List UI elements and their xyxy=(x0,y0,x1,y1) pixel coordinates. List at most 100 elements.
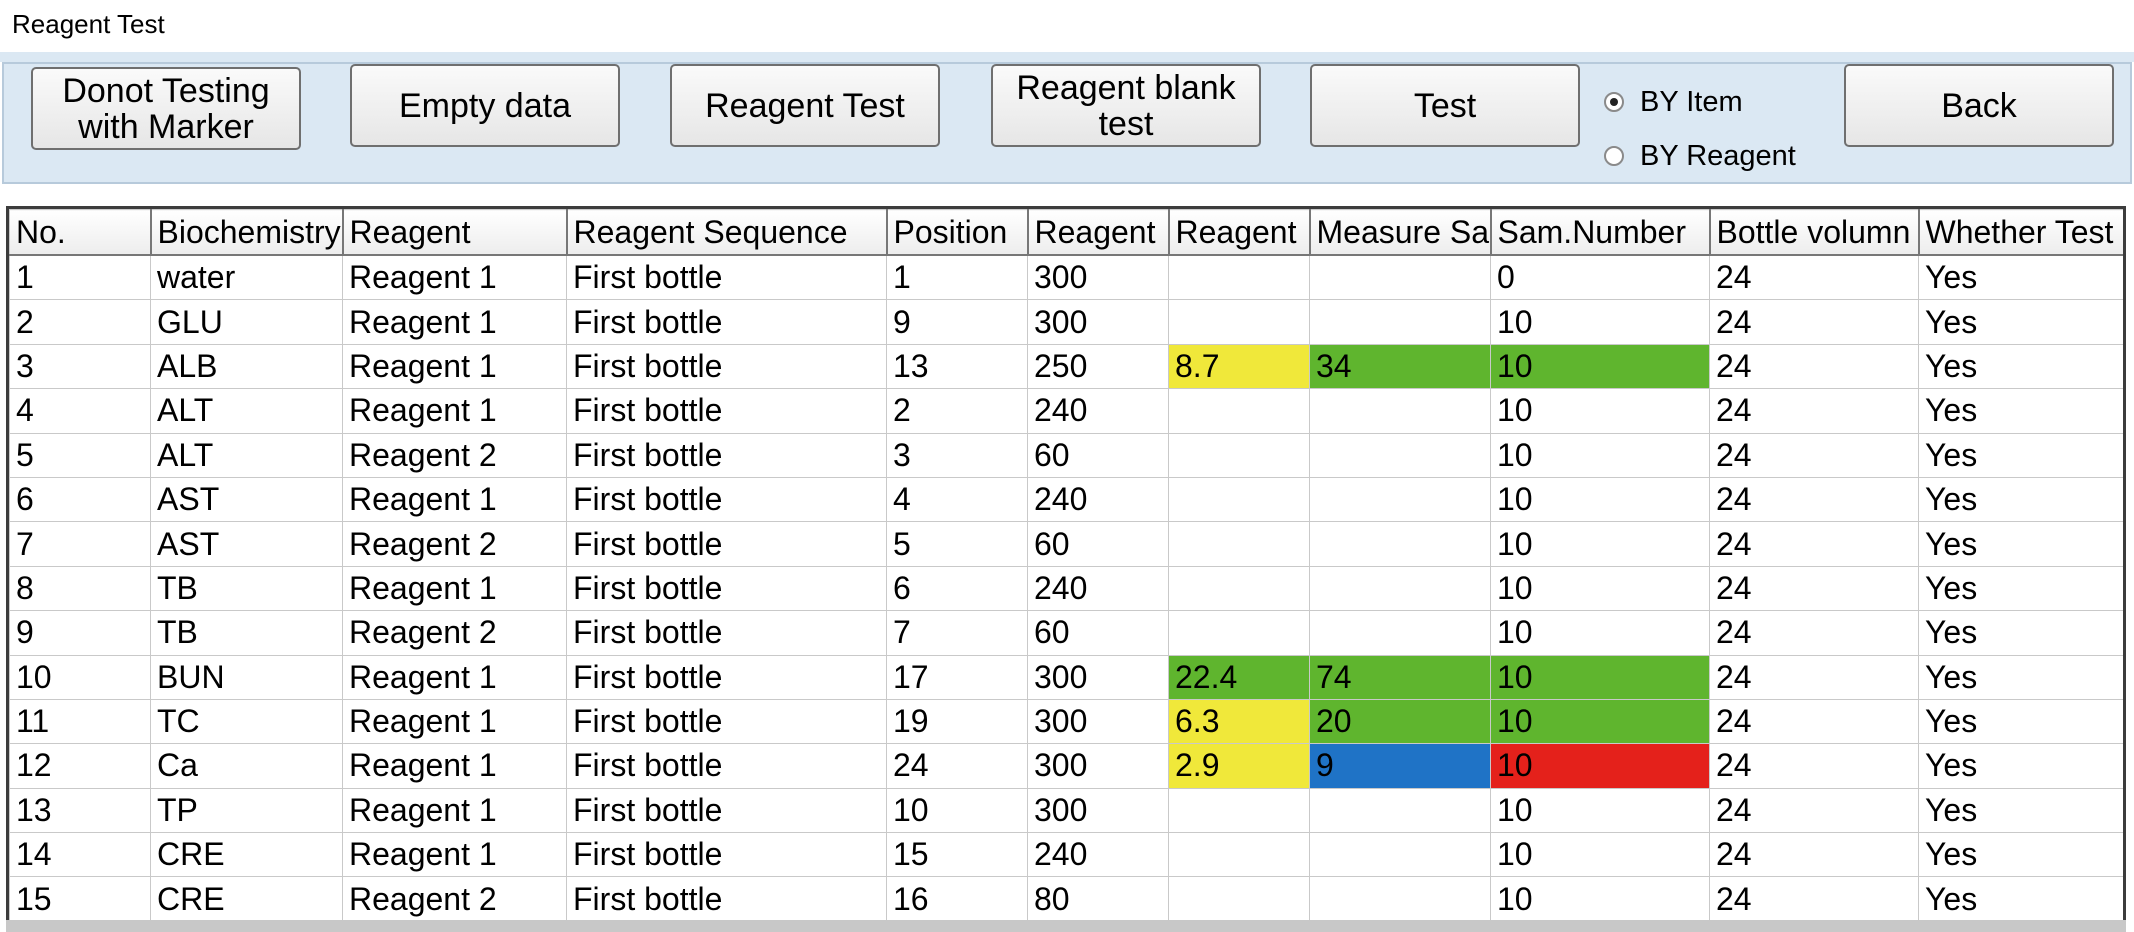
table-cell[interactable] xyxy=(1309,521,1491,567)
table-row[interactable]: 3 ALB Reagent 1 First bottle 13 250 8.7 34 10 24 Y… xyxy=(9,343,2123,390)
table-cell[interactable]: 300 xyxy=(1027,299,1169,345)
table-cell[interactable]: Yes xyxy=(1918,343,2123,390)
table-cell[interactable]: 10 xyxy=(886,787,1028,834)
table-cell[interactable] xyxy=(1168,388,1310,434)
column-header-reagent[interactable]: Reagent xyxy=(342,209,568,256)
table-cell[interactable]: Reagent 1 xyxy=(342,388,567,434)
table-cell[interactable]: Reagent 1 xyxy=(342,254,567,301)
table-cell[interactable]: First bottle xyxy=(566,432,887,478)
table-cell[interactable]: 2 xyxy=(9,299,151,345)
table-cell[interactable]: 6 xyxy=(9,476,151,523)
table-cell[interactable]: 5 xyxy=(9,432,151,478)
table-cell[interactable]: BUN xyxy=(150,654,343,700)
table-cell[interactable]: 10 xyxy=(1490,565,1710,612)
table-cell[interactable]: Yes xyxy=(1918,432,2123,478)
table-row[interactable]: 8 TB Reagent 1 First bottle 6 240 10 24 Yes xyxy=(9,565,2123,612)
table-cell[interactable]: 16 xyxy=(886,876,1028,922)
table-cell[interactable]: 10 xyxy=(1490,388,1710,434)
table-cell[interactable]: 24 xyxy=(1709,521,1919,567)
table-cell[interactable]: 8 xyxy=(9,565,151,612)
table-cell[interactable]: 300 xyxy=(1027,743,1169,789)
table-cell[interactable]: Reagent 1 xyxy=(342,698,567,745)
table-cell[interactable]: 0 xyxy=(1490,254,1710,301)
column-header-reagent-sequence[interactable]: Reagent Sequence xyxy=(566,209,888,256)
table-cell[interactable]: First bottle xyxy=(566,343,887,390)
table-cell[interactable]: 240 xyxy=(1027,476,1169,523)
table-cell[interactable]: 24 xyxy=(1709,787,1919,834)
table-cell[interactable]: 10 xyxy=(1490,343,1710,390)
table-cell[interactable]: AST xyxy=(150,521,343,567)
table-cell[interactable]: 13 xyxy=(9,787,151,834)
table-cell[interactable] xyxy=(1168,610,1310,656)
reagent-blank-test-button[interactable]: Reagent blank test xyxy=(991,64,1261,147)
table-cell[interactable]: Ca xyxy=(150,743,343,789)
table-cell[interactable]: Reagent 2 xyxy=(342,432,567,478)
reagent-grid[interactable]: No. Biochemistry Reagent Reagent Sequenc… xyxy=(6,206,2126,932)
table-cell[interactable]: 12 xyxy=(9,743,151,789)
table-cell[interactable]: Reagent 2 xyxy=(342,610,567,656)
table-cell[interactable]: Yes xyxy=(1918,787,2123,834)
column-header-bottle-volumn[interactable]: Bottle volumn xyxy=(1709,209,1920,256)
table-row[interactable]: 7 AST Reagent 2 First bottle 5 60 10 24 Yes xyxy=(9,521,2123,567)
table-cell[interactable]: 24 xyxy=(1709,343,1919,390)
table-cell[interactable]: ALT xyxy=(150,388,343,434)
table-cell[interactable]: 19 xyxy=(886,698,1028,745)
table-cell[interactable]: 24 xyxy=(1709,654,1919,700)
table-cell[interactable] xyxy=(1309,565,1491,612)
table-cell[interactable]: 34 xyxy=(1309,343,1491,390)
table-cell[interactable] xyxy=(1168,565,1310,612)
table-cell[interactable]: Yes xyxy=(1918,476,2123,523)
table-cell[interactable] xyxy=(1168,876,1310,922)
table-cell[interactable]: TP xyxy=(150,787,343,834)
table-row[interactable]: 5 ALT Reagent 2 First bottle 3 60 10 24 Yes xyxy=(9,432,2123,478)
by-reagent-radio-circle[interactable] xyxy=(1604,146,1624,166)
table-cell[interactable]: 60 xyxy=(1027,521,1169,567)
table-cell[interactable]: First bottle xyxy=(566,654,887,700)
column-header-measure-sample[interactable]: Measure Sa xyxy=(1309,209,1492,256)
table-cell[interactable]: ALB xyxy=(150,343,343,390)
table-cell[interactable]: 2.9 xyxy=(1168,743,1310,789)
table-cell[interactable]: 10 xyxy=(1490,476,1710,523)
table-cell[interactable]: Reagent 1 xyxy=(342,654,567,700)
table-cell[interactable]: 24 xyxy=(1709,432,1919,478)
table-cell[interactable]: 3 xyxy=(886,432,1028,478)
table-cell[interactable]: 14 xyxy=(9,832,151,878)
table-cell[interactable]: First bottle xyxy=(566,832,887,878)
table-cell[interactable] xyxy=(1309,299,1491,345)
table-cell[interactable]: 24 xyxy=(1709,743,1919,789)
table-cell[interactable]: 1 xyxy=(9,254,151,301)
column-header-reagent-volume[interactable]: Reagent xyxy=(1027,209,1170,256)
table-cell[interactable]: Reagent 1 xyxy=(342,743,567,789)
table-cell[interactable]: First bottle xyxy=(566,610,887,656)
table-cell[interactable]: CRE xyxy=(150,832,343,878)
table-cell[interactable]: 300 xyxy=(1027,654,1169,700)
column-header-no[interactable]: No. xyxy=(9,209,152,256)
reagent-test-button[interactable]: Reagent Test xyxy=(670,64,940,147)
table-cell[interactable]: 74 xyxy=(1309,654,1491,700)
table-cell[interactable]: 9 xyxy=(1309,743,1491,789)
table-cell[interactable]: 24 xyxy=(1709,254,1919,301)
table-cell[interactable]: 22.4 xyxy=(1168,654,1310,700)
table-cell[interactable]: Reagent 2 xyxy=(342,876,567,922)
by-item-radio[interactable]: BY Item xyxy=(1604,82,1743,122)
table-cell[interactable]: 24 xyxy=(1709,565,1919,612)
table-cell[interactable]: 24 xyxy=(1709,299,1919,345)
table-cell[interactable]: TC xyxy=(150,698,343,745)
table-cell[interactable]: 10 xyxy=(9,654,151,700)
table-row[interactable]: 10 BUN Reagent 1 First bottle 17 300 22.4 74 10 2… xyxy=(9,654,2123,700)
table-cell[interactable]: Reagent 2 xyxy=(342,521,567,567)
table-cell[interactable]: ALT xyxy=(150,432,343,478)
table-cell[interactable]: 60 xyxy=(1027,432,1169,478)
table-cell[interactable]: 6.3 xyxy=(1168,698,1310,745)
table-cell[interactable]: First bottle xyxy=(566,254,887,301)
table-cell[interactable]: Reagent 1 xyxy=(342,299,567,345)
table-cell[interactable]: TB xyxy=(150,565,343,612)
table-cell[interactable]: 10 xyxy=(1490,654,1710,700)
table-cell[interactable]: First bottle xyxy=(566,476,887,523)
table-row[interactable]: 2 GLU Reagent 1 First bottle 9 300 10 24 Yes xyxy=(9,299,2123,345)
table-cell[interactable]: GLU xyxy=(150,299,343,345)
table-cell[interactable]: 24 xyxy=(1709,698,1919,745)
table-cell[interactable]: Yes xyxy=(1918,610,2123,656)
table-cell[interactable]: 11 xyxy=(9,698,151,745)
table-cell[interactable] xyxy=(1168,254,1310,301)
